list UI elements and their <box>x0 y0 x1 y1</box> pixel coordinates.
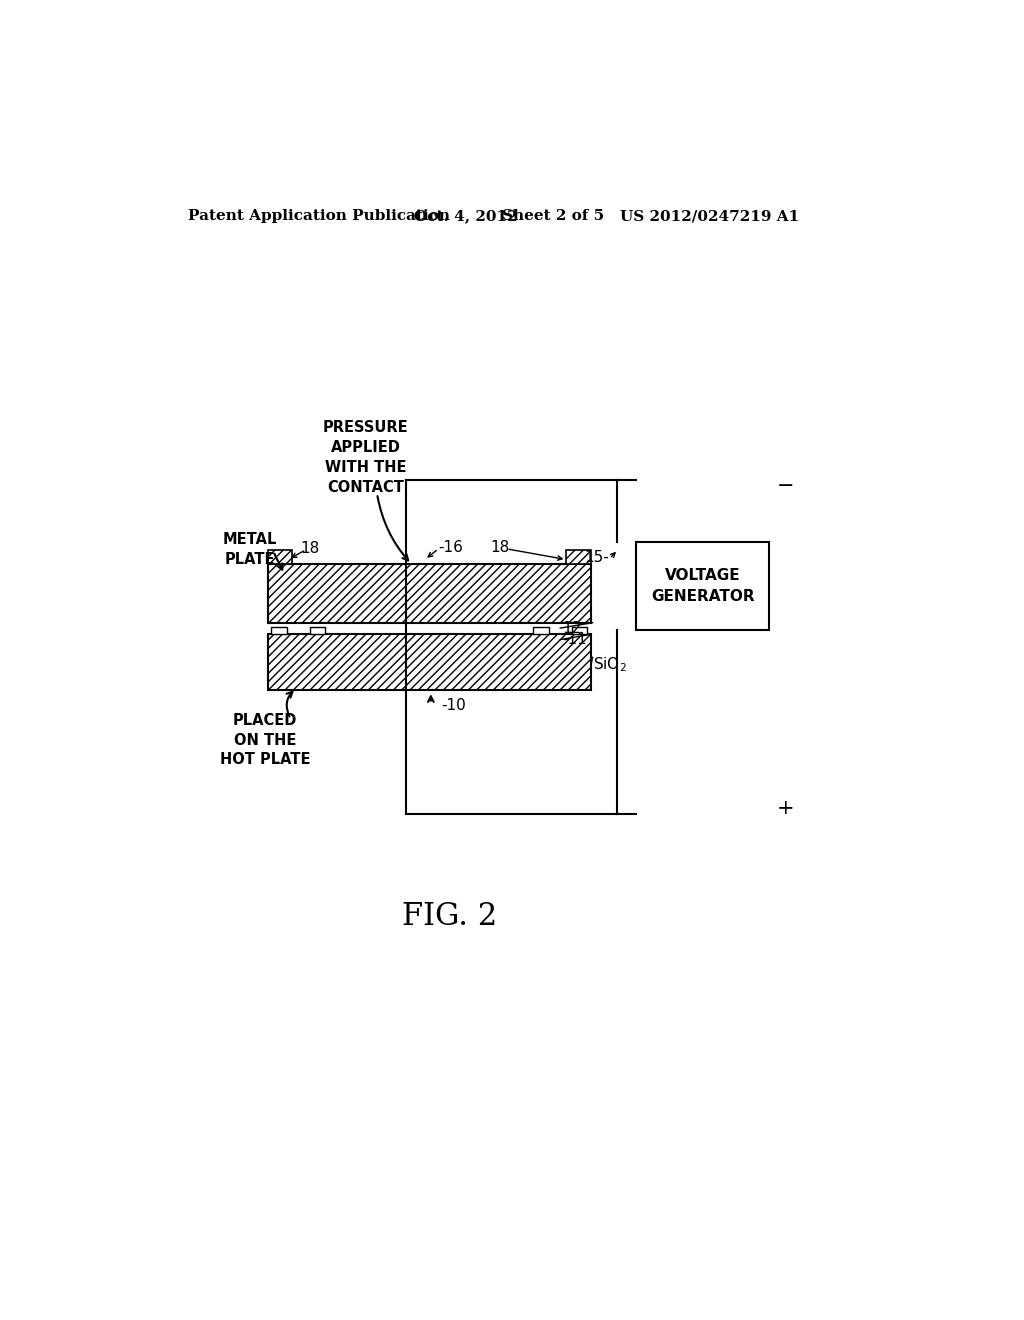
Bar <box>566 550 591 564</box>
Text: 15-: 15- <box>585 549 609 565</box>
Text: -11: -11 <box>562 632 588 647</box>
Bar <box>271 627 287 635</box>
Text: +: + <box>777 799 795 818</box>
Text: US 2012/0247219 A1: US 2012/0247219 A1 <box>620 209 799 223</box>
Text: 12: 12 <box>562 620 582 636</box>
Text: 18: 18 <box>490 540 510 554</box>
Text: Patent Application Publication: Patent Application Publication <box>188 209 451 223</box>
Text: Sheet 2 of 5: Sheet 2 of 5 <box>503 209 604 223</box>
Text: -10: -10 <box>441 697 466 713</box>
Text: VOLTAGE
GENERATOR: VOLTAGE GENERATOR <box>651 568 755 603</box>
Text: PLACED
ON THE
HOT PLATE: PLACED ON THE HOT PLATE <box>220 713 310 767</box>
Bar <box>267 550 292 564</box>
Bar <box>267 564 591 623</box>
Text: FIG. 2: FIG. 2 <box>402 902 498 932</box>
Bar <box>267 635 591 689</box>
Bar <box>534 627 549 635</box>
Bar <box>310 627 326 635</box>
Bar <box>571 627 587 635</box>
Text: METAL
PLATE: METAL PLATE <box>223 532 278 566</box>
Text: PRESSURE
APPLIED
WITH THE
CONTACT: PRESSURE APPLIED WITH THE CONTACT <box>323 420 409 495</box>
Text: SiO$_2$: SiO$_2$ <box>593 656 627 675</box>
Text: -16: -16 <box>438 540 464 554</box>
Text: Oct. 4, 2012: Oct. 4, 2012 <box>414 209 517 223</box>
Text: 18: 18 <box>300 540 319 556</box>
Bar <box>637 543 769 630</box>
Text: −: − <box>777 477 795 496</box>
